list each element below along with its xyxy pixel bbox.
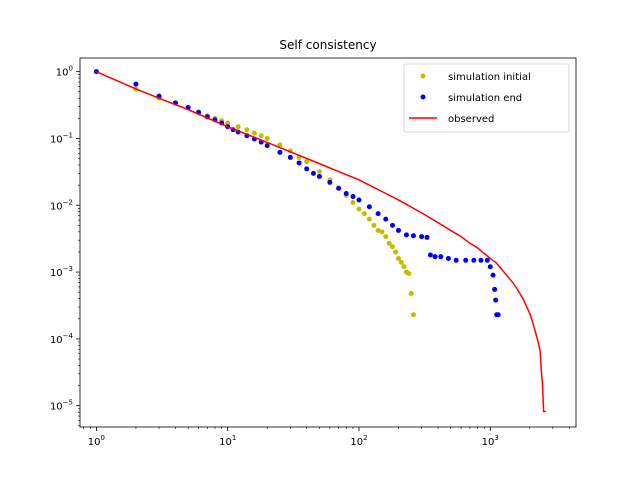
data-point xyxy=(350,200,356,205)
series-layer xyxy=(93,69,546,413)
data-point xyxy=(304,166,310,172)
data-point xyxy=(408,290,414,296)
legend-label: simulation initial xyxy=(448,72,531,83)
data-point xyxy=(493,297,499,303)
data-point xyxy=(316,169,322,175)
y-tick-label: 10−3 xyxy=(50,265,73,279)
legend-point-marker xyxy=(420,94,426,100)
legend-label: observed xyxy=(448,114,494,125)
data-point xyxy=(310,170,316,176)
data-point xyxy=(336,185,342,191)
data-point xyxy=(366,204,372,210)
legend-point-marker xyxy=(420,73,426,79)
data-point xyxy=(304,159,310,165)
data-point xyxy=(386,240,392,246)
data-point xyxy=(356,206,362,212)
data-point xyxy=(350,194,356,200)
data-point xyxy=(244,127,250,133)
x-tick-label: 101 xyxy=(219,434,236,448)
data-point xyxy=(296,160,302,166)
data-point xyxy=(277,149,283,155)
series-observed xyxy=(96,70,546,413)
chart-title: Self consistency xyxy=(279,38,376,52)
data-point xyxy=(383,234,389,240)
data-point xyxy=(395,255,401,261)
data-point xyxy=(389,244,395,250)
series-simulation-end xyxy=(93,69,501,318)
data-point xyxy=(427,252,433,258)
data-point xyxy=(133,81,139,87)
data-point xyxy=(277,142,283,148)
data-point xyxy=(445,255,451,261)
data-point xyxy=(432,254,438,260)
data-point xyxy=(492,286,498,292)
data-point xyxy=(264,135,270,141)
y-tick-label: 100 xyxy=(56,65,73,79)
data-point xyxy=(264,143,270,149)
data-point xyxy=(484,257,490,263)
data-point xyxy=(251,130,257,136)
data-point xyxy=(403,232,409,238)
data-point xyxy=(225,120,231,126)
data-point xyxy=(438,254,444,260)
data-point xyxy=(410,312,416,318)
data-point xyxy=(361,211,367,217)
data-point xyxy=(398,259,404,265)
data-point xyxy=(424,234,430,240)
data-point xyxy=(375,211,381,217)
observed-line xyxy=(96,70,546,413)
data-point xyxy=(316,173,322,179)
data-point xyxy=(463,257,469,263)
plot-frame xyxy=(79,57,577,428)
data-point xyxy=(401,264,407,270)
data-point xyxy=(393,249,399,255)
data-point xyxy=(419,234,425,240)
legend-box xyxy=(403,63,570,133)
y-tick-label: 10−2 xyxy=(50,198,73,212)
data-point xyxy=(343,191,349,196)
x-tick-label: 102 xyxy=(350,434,367,448)
data-point xyxy=(235,124,241,130)
data-point xyxy=(410,233,416,239)
data-point xyxy=(453,257,459,263)
data-point xyxy=(395,227,401,233)
data-point xyxy=(490,272,496,278)
y-tick-label: 10−1 xyxy=(50,131,73,145)
data-point xyxy=(487,264,493,270)
data-point xyxy=(406,271,412,277)
y-tick-label: 10−4 xyxy=(50,332,74,346)
data-point xyxy=(389,222,395,228)
x-tick-label: 103 xyxy=(482,434,499,448)
y-tick-label: 10−5 xyxy=(50,399,73,413)
legend-label: simulation end xyxy=(448,93,522,104)
data-point xyxy=(371,222,377,228)
data-point xyxy=(258,133,264,139)
data-point xyxy=(327,179,333,185)
data-point xyxy=(287,154,293,160)
data-point xyxy=(471,257,477,263)
data-point xyxy=(379,229,385,235)
legend: simulation initial simulation end observed xyxy=(403,63,570,133)
data-point xyxy=(356,197,362,203)
x-tick-label: 100 xyxy=(88,434,105,448)
data-point xyxy=(366,216,372,222)
data-point xyxy=(495,312,501,318)
axes-layer: 100 101 102 103 100 10−1 10−2 10−3 10−4 10−5 xyxy=(50,57,577,448)
data-point xyxy=(383,216,389,222)
data-point xyxy=(478,257,484,263)
data-point xyxy=(375,227,381,233)
